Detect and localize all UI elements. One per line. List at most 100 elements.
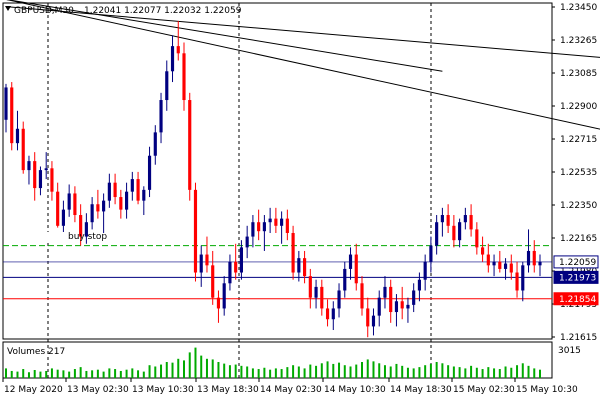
candle bbox=[435, 215, 439, 255]
candle-body bbox=[458, 222, 462, 241]
candle bbox=[142, 186, 146, 216]
candle bbox=[481, 236, 485, 262]
candle bbox=[423, 254, 427, 291]
candle-body bbox=[38, 170, 43, 189]
candle bbox=[320, 279, 324, 316]
candle bbox=[360, 276, 364, 316]
candle-body bbox=[182, 53, 186, 101]
candle bbox=[469, 204, 473, 237]
candle bbox=[67, 184, 71, 217]
candle bbox=[10, 82, 14, 151]
candle bbox=[193, 182, 198, 282]
candle-body bbox=[96, 204, 100, 212]
candle bbox=[303, 250, 307, 284]
candle bbox=[458, 218, 462, 248]
time-axis[interactable]: 12 May 2020 13 May 02:30 13 May 10:30 13 Ma… bbox=[2, 378, 578, 395]
candle bbox=[389, 279, 393, 323]
time-tick-label: 13 May 02:30 bbox=[67, 385, 129, 395]
time-tick-label: 14 May 18:30 bbox=[390, 385, 452, 395]
candle-body bbox=[503, 263, 508, 269]
candle-body bbox=[348, 254, 353, 269]
candle-body bbox=[360, 283, 364, 309]
candle-body bbox=[297, 258, 301, 273]
candle bbox=[165, 60, 169, 111]
candle bbox=[239, 240, 243, 280]
candle-body bbox=[383, 286, 387, 298]
candle bbox=[314, 279, 318, 309]
candle-body bbox=[291, 232, 295, 273]
candle bbox=[61, 200, 65, 233]
candle bbox=[125, 182, 129, 219]
candle-body bbox=[406, 304, 410, 309]
candle-body bbox=[153, 132, 157, 156]
candle bbox=[509, 254, 513, 280]
time-tick-label: 14 May 02:30 bbox=[260, 385, 322, 395]
candle bbox=[348, 247, 353, 280]
candle-body bbox=[331, 308, 335, 320]
candle bbox=[343, 261, 347, 298]
candle-body bbox=[199, 254, 203, 273]
candle bbox=[515, 261, 519, 298]
candle-body bbox=[33, 161, 37, 189]
candle bbox=[366, 297, 370, 338]
price-tick-label: 1.23085 bbox=[560, 69, 597, 79]
symbol-timeframe: GBPUSD,M30 bbox=[14, 6, 74, 16]
candle bbox=[446, 204, 450, 233]
candle-body bbox=[61, 209, 65, 226]
candle-body bbox=[429, 245, 433, 262]
candle bbox=[96, 189, 100, 219]
candle bbox=[526, 229, 531, 273]
candle-body bbox=[67, 193, 71, 210]
candle bbox=[257, 209, 261, 241]
candle-body bbox=[21, 128, 25, 171]
candle-body bbox=[446, 215, 450, 226]
horizontal-levels[interactable] bbox=[3, 245, 552, 300]
candle bbox=[130, 171, 134, 201]
volumes-label: Volumes 217 bbox=[7, 347, 65, 357]
candle-body bbox=[136, 179, 140, 201]
candle bbox=[274, 207, 278, 233]
price-tick-label: 1.23265 bbox=[560, 36, 597, 46]
candle bbox=[222, 276, 226, 316]
candle-body bbox=[90, 204, 94, 223]
price-tick-label: 1.22350 bbox=[560, 201, 597, 211]
candle-body bbox=[343, 268, 347, 291]
candle-body bbox=[366, 308, 370, 327]
trendline-3 bbox=[5, 6, 600, 58]
candle-body bbox=[50, 168, 54, 192]
candle-body bbox=[308, 276, 312, 298]
candle bbox=[90, 197, 94, 230]
candle bbox=[521, 261, 525, 302]
candle bbox=[377, 290, 381, 327]
candle bbox=[280, 211, 284, 244]
candle bbox=[268, 207, 272, 233]
candle-body bbox=[475, 229, 479, 248]
price-tag-text: 1.21854 bbox=[559, 295, 596, 305]
candle-body bbox=[498, 261, 502, 269]
candle-body bbox=[15, 128, 20, 144]
candle bbox=[492, 254, 496, 277]
candle bbox=[297, 250, 301, 282]
candle bbox=[211, 250, 215, 305]
triangle-down-icon[interactable] bbox=[5, 6, 11, 11]
price-tag-box bbox=[553, 255, 599, 269]
candle bbox=[84, 213, 88, 244]
price-tag-box bbox=[553, 292, 599, 306]
candle bbox=[119, 189, 123, 219]
candle bbox=[15, 110, 20, 151]
candle-body bbox=[285, 218, 289, 233]
candle bbox=[176, 20, 180, 61]
candle bbox=[440, 207, 444, 237]
candle-body bbox=[268, 218, 272, 223]
candle-body bbox=[165, 71, 169, 101]
candle bbox=[56, 182, 60, 228]
candle-body bbox=[188, 100, 192, 190]
candle-body bbox=[463, 215, 467, 223]
candle-body bbox=[4, 87, 8, 120]
candle-body bbox=[193, 189, 198, 273]
trendlines[interactable] bbox=[5, 0, 600, 298]
candle-body bbox=[521, 265, 525, 291]
time-tick-label: 15 May 10:30 bbox=[516, 385, 578, 395]
